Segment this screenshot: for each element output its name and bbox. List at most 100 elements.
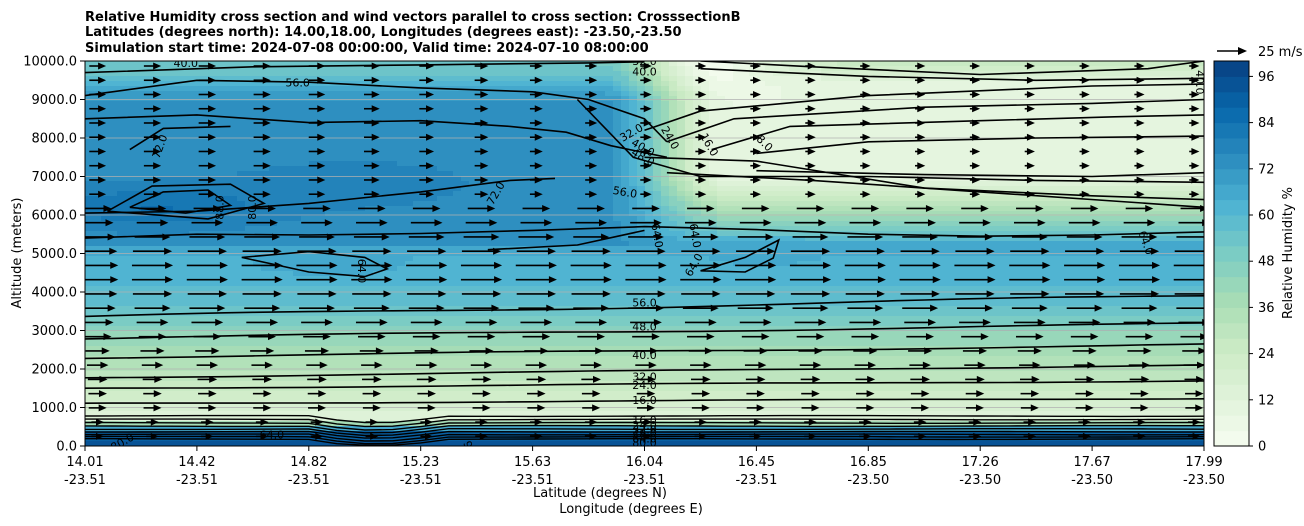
humidity-cell [333,166,342,172]
humidity-cell [501,191,510,197]
humidity-cell [477,356,486,362]
humidity-cell [573,171,582,177]
humidity-cell [445,401,454,407]
humidity-cell [293,341,302,347]
humidity-cell [389,306,398,312]
humidity-cell [565,191,574,197]
humidity-cell [165,181,174,187]
humidity-cell [461,81,470,87]
humidity-cell [309,171,318,177]
humidity-cell [197,271,206,277]
humidity-cell [565,181,574,187]
humidity-cell [429,81,438,87]
humidity-cell [461,361,470,367]
humidity-cell [277,111,286,117]
humidity-cell [437,391,446,397]
humidity-cell [421,246,430,252]
humidity-cell [341,61,350,67]
humidity-cell [565,301,574,307]
humidity-cell [269,146,278,152]
humidity-cell [157,301,166,307]
humidity-cell [237,66,246,72]
humidity-cell [389,186,398,192]
humidity-cell [117,71,126,77]
humidity-cell [389,81,398,87]
humidity-cell [405,81,414,87]
humidity-cell [317,421,326,427]
humidity-cell [405,356,414,362]
humidity-cell [509,306,518,312]
humidity-cell [101,371,110,377]
humidity-cell [365,381,374,387]
humidity-cell [525,71,534,77]
humidity-cell [93,341,102,347]
humidity-cell [285,136,294,142]
humidity-cell [445,311,454,317]
humidity-cell [189,341,198,347]
humidity-cell [277,321,286,327]
humidity-cell [189,186,198,192]
humidity-cell [341,271,350,277]
humidity-cell [581,296,590,302]
humidity-cell [501,71,510,77]
humidity-cell [85,311,94,317]
humidity-cell [93,146,102,152]
humidity-cell [125,191,134,197]
humidity-cell [501,441,510,446]
humidity-cell [493,116,502,122]
humidity-cell [365,201,374,207]
humidity-cell [501,401,510,407]
humidity-cell [509,106,518,112]
humidity-cell [573,316,582,322]
humidity-cell [157,241,166,247]
humidity-cell [469,331,478,337]
humidity-cell [581,171,590,177]
humidity-cell [517,331,526,337]
humidity-cell [189,101,198,107]
humidity-cell [333,211,342,217]
humidity-cell [253,236,262,242]
humidity-cell [413,256,422,262]
humidity-cell [477,261,486,267]
humidity-cell [365,141,374,147]
humidity-cell [429,176,438,182]
humidity-cell [589,196,598,202]
humidity-cell [501,221,510,227]
humidity-cell [365,426,374,432]
humidity-cell [109,301,118,307]
humidity-cell [581,141,590,147]
humidity-cell [269,286,278,292]
humidity-cell [349,431,358,437]
humidity-cell [525,236,534,242]
humidity-cell [157,236,166,242]
humidity-cell [229,66,238,72]
humidity-cell [349,216,358,222]
humidity-cell [189,326,198,332]
humidity-cell [517,356,526,362]
humidity-cell [253,326,262,332]
humidity-cell [501,276,510,282]
humidity-cell [293,326,302,332]
humidity-cell [493,161,502,167]
humidity-cell [325,381,334,387]
humidity-cell [429,201,438,207]
humidity-cell [517,416,526,422]
humidity-cell [309,61,318,67]
humidity-cell [101,326,110,332]
humidity-cell [181,111,190,117]
humidity-cell [437,96,446,102]
humidity-cell [245,156,254,162]
humidity-cell [349,191,358,197]
humidity-cell [541,381,550,387]
humidity-cell [229,226,238,232]
humidity-cell [133,231,142,237]
humidity-cell [493,371,502,377]
humidity-cell [397,281,406,287]
humidity-cell [461,321,470,327]
humidity-cell [421,381,430,387]
humidity-cell [173,261,182,267]
humidity-cell [213,71,222,77]
humidity-cell [229,276,238,282]
humidity-cell [389,276,398,282]
humidity-cell [173,131,182,137]
